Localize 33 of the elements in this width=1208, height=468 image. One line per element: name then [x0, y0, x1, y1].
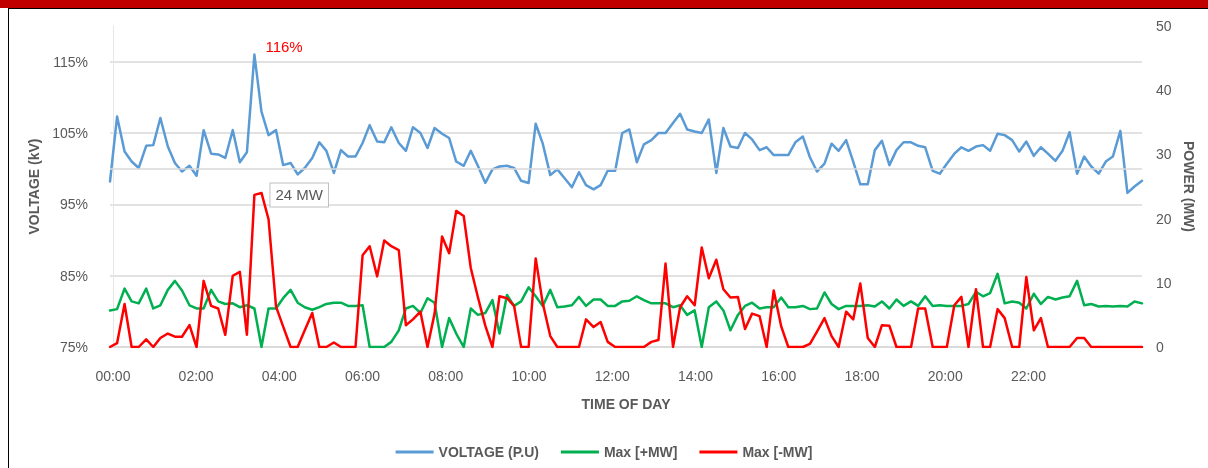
data-label: 116% [265, 38, 303, 56]
legend-label: Max [+MW] [603, 444, 678, 460]
x-tick-label: 10:00 [511, 368, 547, 384]
y-axis-title: VOLTAGE (kV) [26, 138, 43, 235]
y-tick-label: 95% [59, 196, 88, 213]
x-tick-label: 02:00 [178, 368, 214, 384]
x-tick-label: 20:00 [927, 368, 963, 384]
x-tick-label: 04:00 [261, 368, 298, 384]
y-tick-label: 105% [52, 125, 88, 141]
y-tick-label: 85% [59, 267, 88, 284]
x-tick-label: 06:00 [345, 368, 381, 384]
x-tick-label: 22:00 [1010, 368, 1047, 384]
y2-tick-label: 40 [1156, 82, 1172, 99]
data-label: 24 MW [275, 186, 324, 204]
line-series [108, 272, 1144, 349]
legend-label: Max [-MW] [742, 444, 813, 460]
line-series [108, 191, 1144, 349]
x-tick-label: 12:00 [594, 368, 630, 384]
x-tick-label: 14:00 [677, 368, 714, 384]
y2-tick-label: 10 [1156, 274, 1172, 291]
y-tick-label: 75% [59, 339, 88, 355]
y2-tick-label: 0 [1156, 339, 1164, 355]
y2-tick-label: 20 [1156, 210, 1172, 227]
x-tick-label: 16:00 [761, 368, 797, 384]
legend-label: VOLTAGE (P.U) [438, 444, 539, 460]
x-tick-label: 00:00 [95, 368, 131, 384]
x-tick-label: 08:00 [428, 368, 464, 384]
x-tick-label: 18:00 [844, 368, 880, 384]
y2-tick-label: 50 [1156, 18, 1172, 34]
x-axis-title: TIME OF DAY [581, 396, 672, 412]
y2-axis-title: POWER (MW) [1181, 141, 1198, 232]
y2-tick-label: 30 [1156, 146, 1172, 163]
y-tick-label: 115% [53, 53, 88, 70]
